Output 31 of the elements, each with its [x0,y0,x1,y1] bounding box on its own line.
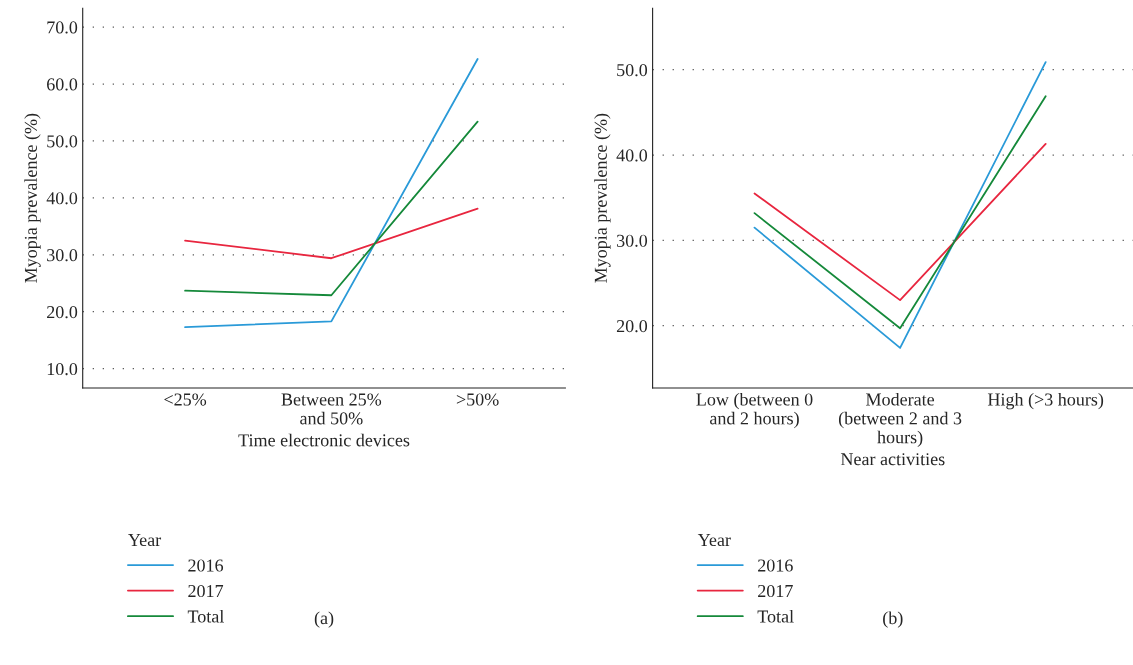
y-tick-label: 50.0 [47,135,78,148]
y-tick-label: 30.0 [47,249,78,262]
legend-title: Year [697,534,731,547]
y-tick-label: 60.0 [47,78,78,91]
x-tick-label: Between 25% and 50% [281,393,382,425]
x-tick-label: >50% [456,393,499,406]
legend-label: 2016 [188,559,224,572]
y-tick-label: 70.0 [47,21,78,34]
x-tick-label: Low (between 0 and 2 hours) [696,392,813,429]
x-tick-label: Moderate (between 2 and 3 hours) [838,392,962,448]
text: (b) [883,611,903,628]
legend-label: 2017 [188,584,224,598]
y-axis-title: Myopia prevalence (%) [24,113,41,283]
legend-label: Total [187,609,224,623]
y-tick-label: 50.0 [617,64,648,77]
x-axis-title: Near activities [840,453,945,466]
x-tick-label: High (>3 hours) [987,392,1104,410]
legend-label: Total [757,609,794,623]
x-tick-label: <25% [164,393,207,406]
legend-label: 2017 [758,584,793,598]
y-tick-label: 30.0 [617,234,648,247]
legend-title: Year [128,534,162,547]
x-axis-title: Time electronic devices [238,433,410,447]
text: (a) [314,611,334,628]
y-tick-label: 40.0 [616,149,648,162]
y-axis-title: Myopia prevalence (%) [594,113,611,283]
legend-label: 2016 [758,559,793,572]
y-tick-label: 10.0 [47,362,78,376]
y-tick-label: 20.0 [47,306,78,319]
y-tick-label: 40.0 [46,192,78,205]
y-tick-label: 20.0 [616,319,648,333]
